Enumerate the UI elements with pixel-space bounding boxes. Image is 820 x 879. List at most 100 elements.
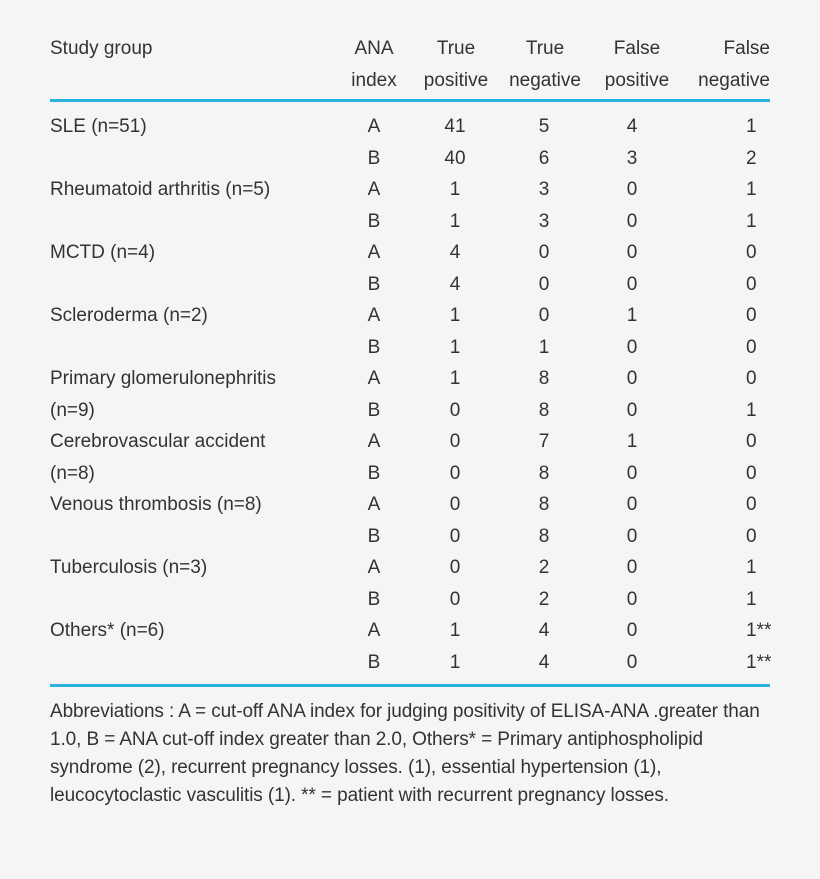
cell-index: A	[367, 242, 381, 263]
cell-fn: 2	[746, 147, 757, 169]
cell-tp: 4	[449, 273, 461, 295]
cell-fp: 0	[626, 494, 638, 515]
cell-fp: 0	[626, 179, 638, 200]
cell-fn: 0	[746, 368, 757, 389]
cell-index: A	[367, 620, 381, 641]
cell-tp: 0	[449, 588, 461, 610]
cell-tp: 0	[449, 399, 461, 421]
cell-index: B	[367, 399, 381, 421]
cell-tn: 8	[538, 368, 550, 389]
cell-group: MCTD (n=4)	[50, 242, 156, 263]
cell-fn: 0	[746, 494, 757, 515]
cell-fp: 1	[626, 431, 638, 452]
cell-fp: 3	[626, 147, 638, 169]
cell-tn: 0	[538, 273, 550, 295]
cell-tn: 5	[538, 116, 550, 137]
cell-index: A	[367, 305, 381, 326]
cell-tn: 7	[538, 431, 550, 452]
cell-group: Scleroderma (n=2)	[50, 305, 208, 326]
cell-tn: 6	[538, 147, 550, 169]
cell-index: A	[367, 116, 381, 137]
cell-tn: 8	[538, 494, 550, 515]
cell-tp: 4	[449, 242, 461, 263]
cell-index: A	[367, 431, 381, 452]
cell-fn: 1	[746, 399, 757, 421]
cell-tn: 8	[538, 399, 550, 421]
cell-tn: 8	[538, 525, 550, 547]
cell-tp: 1	[449, 620, 461, 641]
cell-tn: 8	[538, 462, 550, 484]
cell-fp: 4	[626, 116, 638, 137]
cell-fn: 1	[746, 210, 757, 232]
header-rule	[50, 99, 770, 102]
cell-group: Primary glomerulonephritis	[50, 368, 276, 389]
cell-group: Others* (n=6)	[50, 620, 165, 641]
header-ana-l2: index	[351, 70, 397, 91]
cell-tn: 3	[538, 179, 550, 200]
cell-fp: 0	[626, 210, 638, 232]
cell-index: B	[367, 462, 381, 484]
cell-tp: 41	[444, 116, 466, 137]
cell-group: (n=9)	[50, 399, 95, 421]
cell-fp: 0	[626, 242, 638, 263]
cell-fn: 0	[746, 305, 757, 326]
cell-fn: 0	[746, 273, 757, 295]
cell-fn: 1	[746, 588, 757, 610]
cell-fn: 1	[746, 116, 757, 137]
header-study-group: Study group	[50, 38, 153, 59]
cell-fn: 1**	[746, 651, 772, 673]
cell-tp: 40	[444, 147, 466, 169]
header-fp-l1: False	[613, 38, 661, 59]
cell-index: B	[367, 525, 381, 547]
cell-fn: 1	[746, 557, 757, 578]
cell-fp: 0	[626, 651, 638, 673]
cell-fp: 0	[626, 336, 638, 358]
cell-group: SLE (n=51)	[50, 116, 147, 137]
cell-fn: 1**	[746, 620, 772, 641]
cell-tn: 4	[538, 620, 550, 641]
cell-group: Rheumatoid arthritis (n=5)	[50, 179, 271, 200]
cell-tp: 1	[449, 651, 461, 673]
cell-fn: 1	[746, 179, 757, 200]
cell-tp: 0	[449, 525, 461, 547]
cell-fn: 0	[746, 336, 757, 358]
cell-tp: 1	[449, 179, 461, 200]
cell-fp: 0	[626, 368, 638, 389]
footer-rule	[50, 684, 770, 687]
header-tn-l2: negative	[509, 70, 581, 91]
header-tp-l1: True	[436, 38, 476, 59]
cell-index: B	[367, 336, 381, 358]
cell-fp: 0	[626, 557, 638, 578]
cell-index: B	[367, 651, 381, 673]
cell-fn: 0	[746, 462, 757, 484]
header-tn-l1: True	[525, 38, 565, 59]
header-ana-l1: ANA	[354, 38, 394, 59]
cell-index: A	[367, 179, 381, 200]
cell-fp: 0	[626, 525, 638, 547]
cell-tp: 1	[449, 336, 461, 358]
cell-fp: 0	[626, 399, 638, 421]
header-tp-l2: positive	[423, 70, 489, 91]
cell-tp: 1	[449, 368, 461, 389]
cell-fp: 0	[626, 273, 638, 295]
cell-tn: 2	[538, 588, 550, 610]
cell-tn: 4	[538, 651, 550, 673]
cell-tp: 0	[449, 462, 461, 484]
cell-index: B	[367, 147, 381, 169]
header-fp-l2: positive	[604, 70, 670, 91]
cell-index: A	[367, 557, 381, 578]
cell-group: Cerebrovascular accident	[50, 431, 266, 452]
cell-index: B	[367, 273, 381, 295]
cell-group: Venous thrombosis (n=8)	[50, 494, 262, 515]
cell-index: B	[367, 588, 381, 610]
cell-tp: 0	[449, 494, 461, 515]
footnote: Abbreviations : A = cut-off ANA index fo…	[50, 701, 760, 806]
cell-index: B	[367, 210, 381, 232]
cell-tp: 0	[449, 431, 461, 452]
cell-tn: 2	[538, 557, 550, 578]
cell-tn: 0	[538, 242, 550, 263]
cell-index: A	[367, 368, 381, 389]
header-fn-l2: negative	[698, 70, 770, 91]
cell-tp: 0	[449, 557, 461, 578]
cell-tp: 1	[449, 210, 461, 232]
